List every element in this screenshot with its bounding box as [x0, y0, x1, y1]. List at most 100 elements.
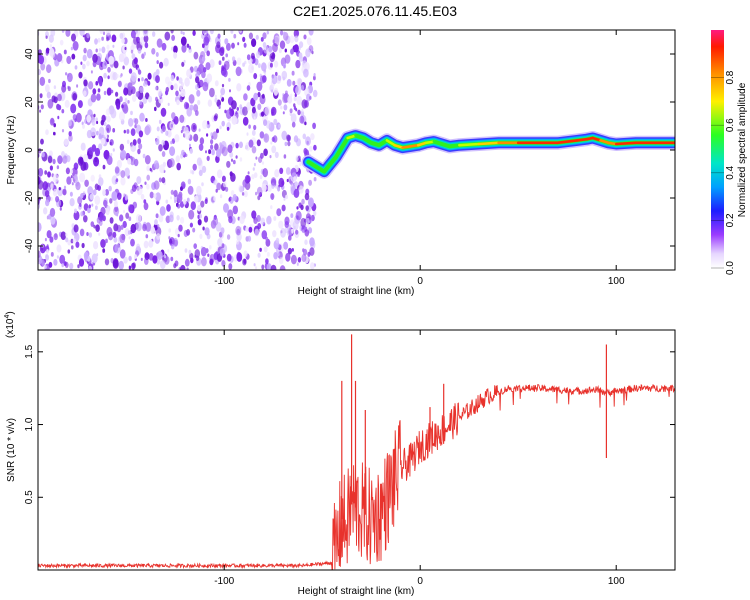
noise-blob — [108, 185, 112, 192]
noise-blob — [120, 224, 124, 230]
ridge-core-segment — [340, 136, 350, 149]
noise-blob — [239, 186, 244, 193]
noise-blob — [193, 51, 199, 60]
noise-blob — [98, 143, 103, 151]
noise-blob — [185, 153, 188, 157]
noise-blob — [283, 197, 286, 201]
noise-blob — [39, 76, 46, 86]
noise-blob — [147, 72, 152, 80]
noise-blob — [189, 148, 193, 154]
noise-blob — [106, 226, 113, 237]
noise-blob — [98, 163, 101, 167]
noise-blob — [128, 68, 133, 74]
noise-blob — [230, 30, 234, 34]
noise-blob — [236, 57, 242, 66]
noise-blob — [98, 126, 105, 136]
noise-blob — [256, 186, 263, 196]
noise-blob — [212, 216, 219, 226]
noise-blob — [282, 111, 285, 115]
noise-blob — [264, 72, 267, 76]
noise-blob — [38, 148, 42, 154]
noise-blob — [109, 217, 114, 224]
noise-blob — [113, 236, 118, 243]
noise-blob — [211, 149, 216, 156]
noise-blob — [192, 163, 197, 171]
noise-blob — [295, 210, 302, 221]
noise-blob — [91, 203, 94, 207]
noise-blob — [178, 224, 183, 232]
noise-blob — [69, 262, 74, 270]
noise-blob — [152, 255, 158, 264]
noise-blob — [206, 155, 210, 162]
noise-blob — [116, 103, 121, 110]
noise-blob — [216, 182, 222, 191]
noise-blob — [57, 187, 63, 197]
noise-blob — [271, 89, 274, 93]
noise-blob — [163, 57, 169, 67]
noise-blob — [273, 216, 277, 221]
noise-blob — [91, 119, 96, 126]
noise-blob — [290, 213, 294, 219]
noise-blob — [219, 248, 225, 257]
noise-blob — [131, 184, 137, 192]
noise-blob — [149, 167, 152, 172]
noise-blob — [98, 48, 102, 52]
noise-blob — [143, 240, 149, 249]
spectrogram-y-tick-label: -40 — [24, 238, 35, 253]
noise-blob — [128, 265, 132, 270]
noise-blob — [116, 213, 119, 217]
noise-blob — [124, 167, 130, 177]
noise-blob — [106, 89, 111, 96]
noise-blob — [242, 62, 246, 67]
noise-blob — [261, 62, 267, 72]
noise-blob — [186, 197, 190, 203]
noise-blob — [158, 214, 164, 223]
noise-blob — [73, 224, 79, 233]
spectrogram-x-label: Height of straight line (km) — [298, 286, 415, 297]
noise-blob — [56, 53, 63, 62]
noise-blob — [251, 174, 255, 180]
noise-blob — [50, 196, 53, 201]
noise-blob — [197, 99, 201, 106]
noise-blob — [108, 55, 114, 65]
noise-blob — [237, 42, 240, 46]
noise-blob — [236, 107, 239, 111]
noise-blob — [290, 254, 297, 265]
noise-blob — [216, 148, 222, 158]
noise-blob — [305, 136, 311, 146]
noise-blob — [259, 75, 266, 84]
noise-blob — [123, 256, 128, 264]
noise-blob — [209, 59, 215, 68]
noise-blob — [101, 46, 106, 54]
noise-blob — [64, 261, 69, 268]
noise-blob — [204, 33, 211, 43]
noise-blob — [67, 72, 73, 83]
noise-blob — [235, 155, 238, 159]
noise-blob — [281, 130, 288, 141]
noise-blob — [175, 155, 180, 163]
noise-blob — [202, 120, 208, 130]
noise-blob — [260, 217, 266, 225]
noise-blob — [53, 131, 56, 136]
spectrogram-x-ticks: -100 0 100 — [214, 30, 625, 287]
noise-blob — [90, 221, 95, 228]
spectrogram-y-tick-label: 40 — [24, 48, 35, 60]
noise-blob — [176, 76, 179, 81]
noise-blob — [179, 85, 183, 91]
noise-blob — [119, 214, 124, 222]
noise-blob — [278, 47, 282, 54]
noise-blob — [291, 248, 294, 252]
noise-blob — [104, 258, 110, 266]
noise-blob — [155, 192, 162, 202]
noise-blob — [159, 61, 164, 69]
noise-blob — [92, 88, 97, 95]
noise-blob — [296, 30, 300, 36]
noise-blob — [40, 62, 46, 71]
noise-blob — [123, 129, 127, 134]
noise-blob — [219, 194, 223, 199]
noise-blob — [84, 179, 89, 187]
noise-blob — [273, 118, 278, 126]
noise-blob — [308, 197, 314, 208]
